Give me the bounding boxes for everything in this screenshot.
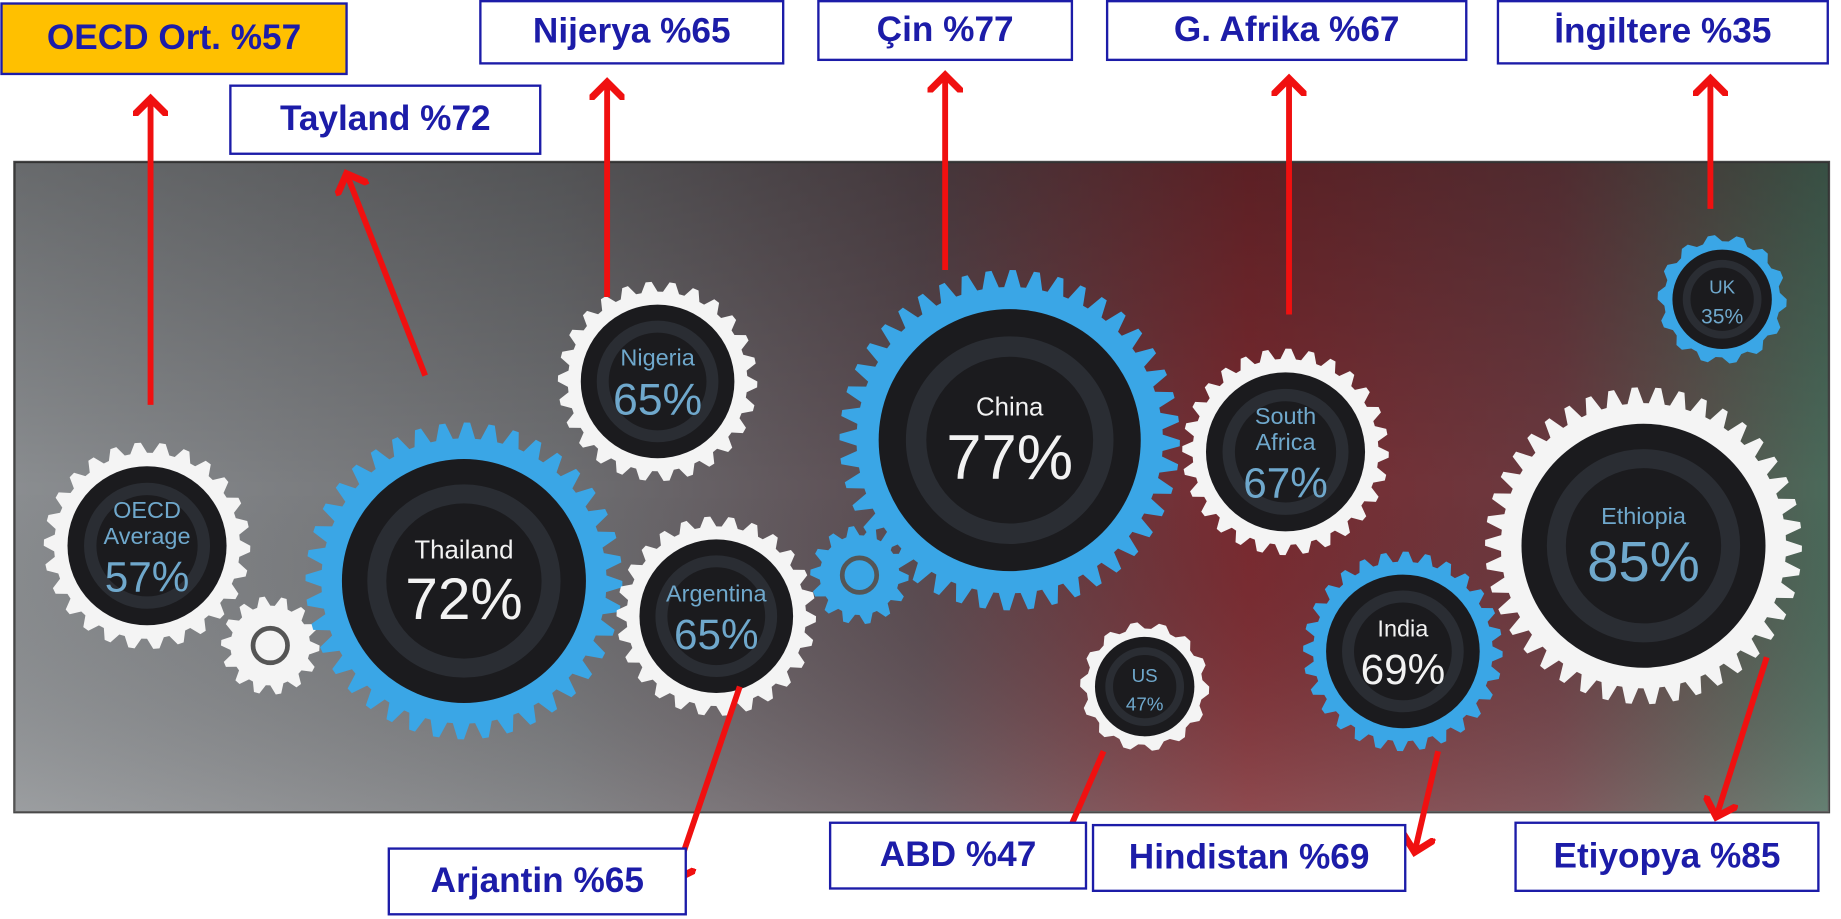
gear-name: OECD	[113, 497, 181, 523]
gear-name: India	[1377, 615, 1429, 641]
gear-value: 77%	[946, 423, 1073, 493]
gear-value: 72%	[405, 567, 522, 632]
gear-value: 65%	[674, 611, 759, 658]
infographic: OECDAverage 57% Thailand 72% Nigeria 65% Argen…	[0, 0, 1841, 919]
gear-value: 67%	[1243, 460, 1328, 507]
label-text: Nijerya %65	[533, 12, 731, 51]
gear-name: Ethiopia	[1601, 503, 1687, 529]
gear-name: Average	[104, 523, 191, 549]
gear-value: 69%	[1361, 646, 1446, 693]
gear-value: 85%	[1587, 530, 1700, 593]
gear-value: 65%	[613, 376, 702, 425]
label-text: Tayland %72	[280, 99, 491, 138]
gear-name: Argentina	[666, 580, 767, 606]
label-text: Etiyopya %85	[1553, 836, 1780, 875]
gear-name: Thailand	[414, 536, 513, 564]
label-text: Arjantin %65	[431, 861, 644, 900]
label-text: Hindistan %69	[1129, 837, 1370, 876]
gear-name: UK	[1709, 277, 1736, 298]
label-text: ABD %47	[880, 835, 1037, 874]
gear-name: China	[976, 393, 1044, 421]
gear-name: Nigeria	[620, 344, 695, 370]
label-text: İngiltere %35	[1554, 12, 1771, 51]
label-text: Çin %77	[877, 10, 1014, 49]
gear-name: South	[1255, 403, 1316, 429]
gear-value: 35%	[1701, 305, 1743, 328]
gear-value: 47%	[1126, 693, 1164, 714]
gear-value: 57%	[105, 553, 190, 600]
label-text: OECD Ort. %57	[47, 18, 301, 57]
gear-name: US	[1132, 665, 1158, 686]
gear-name: Africa	[1256, 429, 1317, 455]
label-text: G. Afrika %67	[1174, 10, 1400, 49]
